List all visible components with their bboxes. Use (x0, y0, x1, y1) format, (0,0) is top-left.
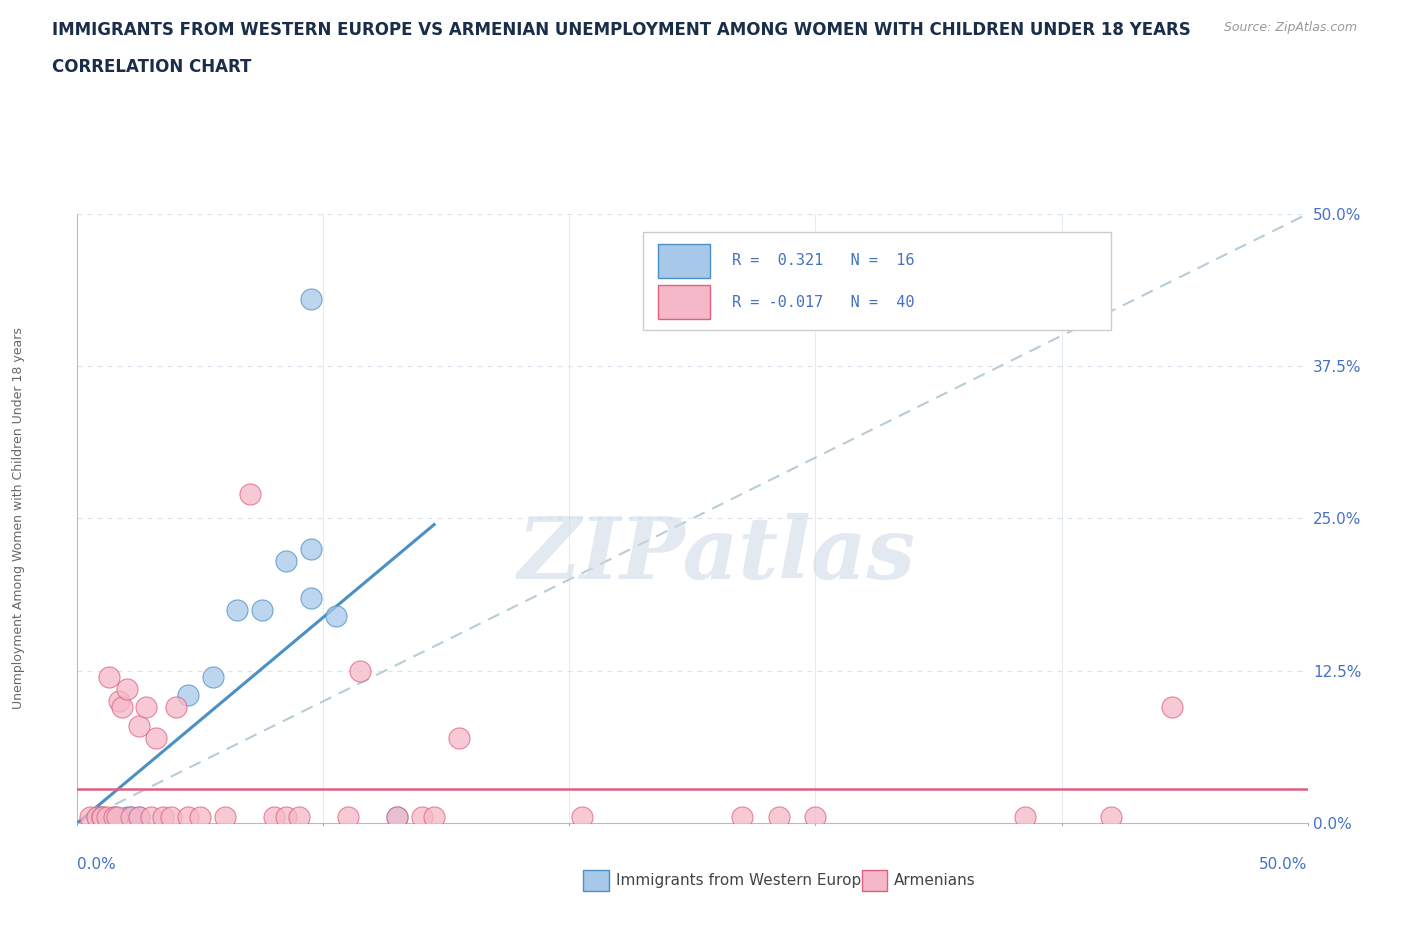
Point (128, 809, 150, 824)
Point (135, 700, 157, 715)
Point (250, 603, 273, 618)
Bar (658, 245, 710, 278)
Point (115, 682, 138, 697)
Point (160, 809, 183, 824)
Point (423, 809, 446, 824)
Point (98, 670, 121, 684)
Point (90, 809, 114, 824)
Point (152, 809, 174, 824)
Point (1161, 700, 1184, 715)
Point (571, 809, 593, 824)
Point (276, 809, 298, 824)
Text: ZIPatlas: ZIPatlas (517, 513, 917, 597)
Text: IMMIGRANTS FROM WESTERN EUROPE VS ARMENIAN UNEMPLOYMENT AMONG WOMEN WITH CHILDRE: IMMIGRANTS FROM WESTERN EUROPE VS ARMENI… (52, 21, 1191, 39)
Text: 0.0%: 0.0% (77, 857, 117, 871)
Point (337, 809, 360, 824)
Point (177, 809, 200, 824)
Point (141, 809, 163, 824)
FancyBboxPatch shape (644, 232, 1111, 329)
Point (90, 809, 114, 824)
Point (1099, 809, 1122, 824)
Point (411, 809, 433, 824)
Point (731, 809, 754, 824)
Point (226, 603, 249, 618)
Point (86, 809, 108, 824)
Point (239, 486, 262, 501)
Point (299, 292, 322, 307)
Point (387, 809, 409, 824)
Point (121, 809, 143, 824)
Text: Immigrants from Western Europe: Immigrants from Western Europe (616, 873, 870, 888)
Point (111, 700, 132, 715)
Text: 50.0%: 50.0% (1260, 857, 1308, 871)
Point (804, 809, 827, 824)
Text: Unemployment Among Women with Children Under 18 years: Unemployment Among Women with Children U… (11, 327, 25, 710)
Text: Armenians: Armenians (894, 873, 976, 888)
Point (108, 694, 131, 709)
Point (103, 809, 125, 824)
Point (103, 809, 125, 824)
Point (96, 809, 118, 824)
Text: R =  0.321   N =  16: R = 0.321 N = 16 (733, 253, 914, 268)
Point (214, 809, 236, 824)
Text: Source: ZipAtlas.com: Source: ZipAtlas.com (1223, 21, 1357, 34)
Point (105, 809, 128, 824)
Point (349, 663, 371, 678)
Point (299, 591, 322, 605)
Point (90, 809, 114, 824)
Point (325, 608, 347, 623)
Point (190, 809, 212, 824)
Point (768, 809, 790, 824)
Text: R = -0.017   N =  40: R = -0.017 N = 40 (733, 295, 914, 310)
Point (128, 809, 150, 824)
Point (128, 718, 150, 733)
Point (177, 687, 200, 702)
Bar (658, 286, 710, 319)
Point (447, 730, 470, 745)
Point (121, 809, 143, 824)
Point (115, 809, 138, 824)
Text: CORRELATION CHART: CORRELATION CHART (52, 58, 252, 75)
Point (165, 700, 187, 715)
Point (145, 730, 167, 745)
Point (86, 809, 108, 824)
Point (288, 809, 311, 824)
Point (276, 553, 298, 568)
Point (299, 541, 322, 556)
Point (79, 809, 101, 824)
Point (1014, 809, 1036, 824)
Point (387, 809, 409, 824)
Point (201, 670, 224, 684)
Point (263, 809, 285, 824)
